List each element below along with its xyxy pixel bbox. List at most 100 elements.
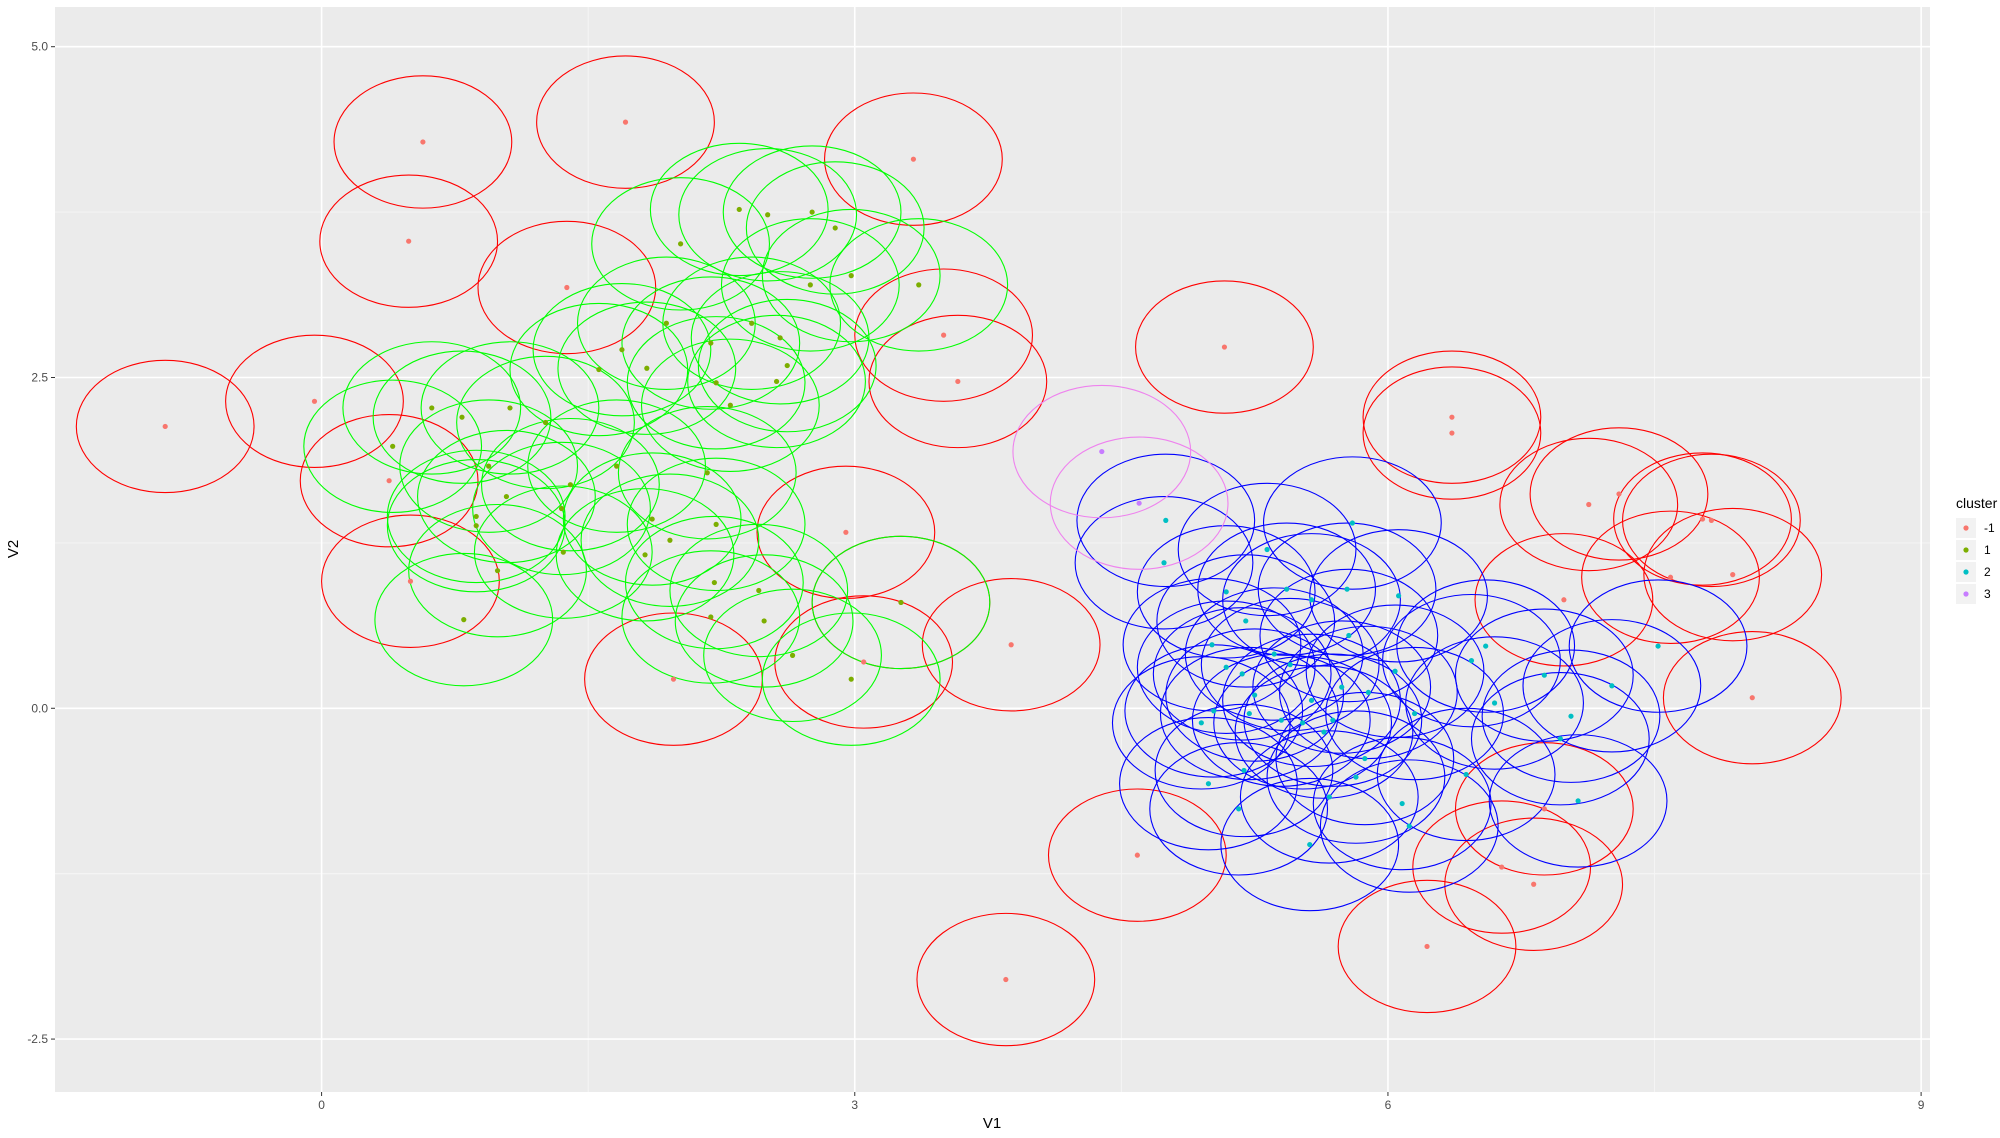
- cluster-circle: [319, 174, 499, 308]
- data-point: [1236, 806, 1242, 812]
- data-point: [1463, 771, 1469, 778]
- data-point: [1346, 632, 1352, 639]
- data-point: [1308, 597, 1315, 603]
- cluster-circles: [75, 55, 1842, 1047]
- data-point: [1541, 672, 1547, 678]
- cluster-circle: [1266, 710, 1446, 844]
- data-point: [1399, 800, 1405, 807]
- cluster-circle: [761, 612, 941, 746]
- cluster-circle: [1362, 350, 1542, 484]
- data-point: [1308, 697, 1315, 703]
- plot-panel: [55, 7, 1930, 1092]
- data-point: [916, 282, 922, 288]
- cluster-circle: [1074, 496, 1254, 630]
- data-point: [1264, 546, 1270, 553]
- cluster-circle: [386, 449, 566, 584]
- cluster-circle: [756, 465, 936, 600]
- y-tick-label: 5.0: [31, 40, 48, 54]
- data-point: [1568, 713, 1574, 719]
- cluster-circle: [1278, 625, 1458, 760]
- cluster-circle: [669, 523, 849, 658]
- cluster-circle: [1529, 427, 1709, 561]
- cluster-circle: [1275, 691, 1455, 826]
- cluster-circle: [1049, 436, 1229, 570]
- cluster-circle: [299, 413, 479, 548]
- data-point: [619, 347, 625, 353]
- cluster-circle: [1136, 525, 1316, 659]
- x-tick-label: 9: [1918, 1098, 1925, 1112]
- cluster-circle: [532, 282, 712, 417]
- data-point: [461, 617, 467, 623]
- cluster-circle: [1319, 759, 1499, 893]
- data-point: [1491, 700, 1498, 706]
- cluster-circle: [649, 142, 829, 277]
- data-point: [713, 380, 719, 386]
- cluster-circle: [1613, 452, 1792, 586]
- data-point: [473, 523, 479, 529]
- cluster-circle: [1259, 568, 1439, 703]
- cluster-circle: [811, 535, 991, 670]
- cluster-circle: [722, 145, 902, 279]
- cluster-circle: [640, 338, 820, 472]
- data-point: [420, 139, 426, 145]
- cluster-circle: [580, 473, 760, 607]
- cluster-circle: [1136, 600, 1316, 734]
- cluster-circle: [1076, 453, 1256, 588]
- data-point: [560, 549, 566, 555]
- data-point: [1287, 662, 1293, 668]
- cluster-circle: [1243, 653, 1423, 787]
- data-point: [1406, 823, 1412, 829]
- cluster-circle: [823, 92, 1003, 226]
- data-point: [1557, 736, 1563, 742]
- y-axis-ticks: -2.5 0.0 2.5 5.0: [27, 40, 55, 1046]
- cluster-circle: [1222, 633, 1401, 768]
- data-point: [1223, 589, 1229, 595]
- cluster-circle: [678, 148, 858, 282]
- data-point: [1136, 500, 1142, 506]
- data-point: [1609, 683, 1615, 689]
- data-point: [1483, 643, 1489, 649]
- data-point: [708, 340, 714, 346]
- legend-label: 1: [1984, 543, 1991, 557]
- data-point: [1198, 720, 1204, 726]
- data-point: [162, 423, 168, 430]
- data-point: [1730, 572, 1736, 578]
- cluster-circle: [333, 75, 513, 209]
- data-point: [1252, 692, 1258, 698]
- cluster-circle: [557, 301, 737, 435]
- data-point: [1449, 414, 1455, 420]
- cluster-circle: [674, 554, 854, 688]
- data-point: [708, 614, 714, 620]
- data-point: [1699, 516, 1706, 522]
- data-point: [564, 284, 570, 291]
- legend-title: cluster: [1956, 495, 1998, 511]
- cluster-circle: [690, 271, 870, 405]
- data-point: [749, 320, 755, 326]
- data-point: [649, 516, 655, 522]
- x-tick-label: 0: [318, 1098, 325, 1112]
- cluster-circle: [1159, 646, 1339, 781]
- cluster-circle: [372, 350, 552, 484]
- data-point: [832, 225, 838, 231]
- data-point: [1223, 664, 1229, 670]
- cluster-circle: [868, 314, 1048, 449]
- data-point: [406, 238, 412, 244]
- cluster-circle: [1470, 672, 1650, 806]
- cluster-circle: [1581, 510, 1760, 644]
- x-axis-ticks: 0 3 6 9: [318, 1092, 1925, 1112]
- data-point: [807, 282, 813, 288]
- data-point: [459, 414, 465, 420]
- cluster-circle: [417, 429, 596, 564]
- cluster-circle: [342, 341, 522, 475]
- legend-swatch: [1963, 569, 1969, 575]
- data-point: [1326, 794, 1332, 800]
- cluster-circle: [1396, 579, 1576, 713]
- cluster-circle: [1220, 777, 1400, 912]
- data-point: [1271, 651, 1277, 657]
- data-point: [542, 419, 549, 426]
- legend-swatch: [1963, 547, 1969, 553]
- cluster-circle: [1481, 649, 1661, 783]
- data-point: [1708, 517, 1714, 523]
- data-point: [386, 478, 392, 484]
